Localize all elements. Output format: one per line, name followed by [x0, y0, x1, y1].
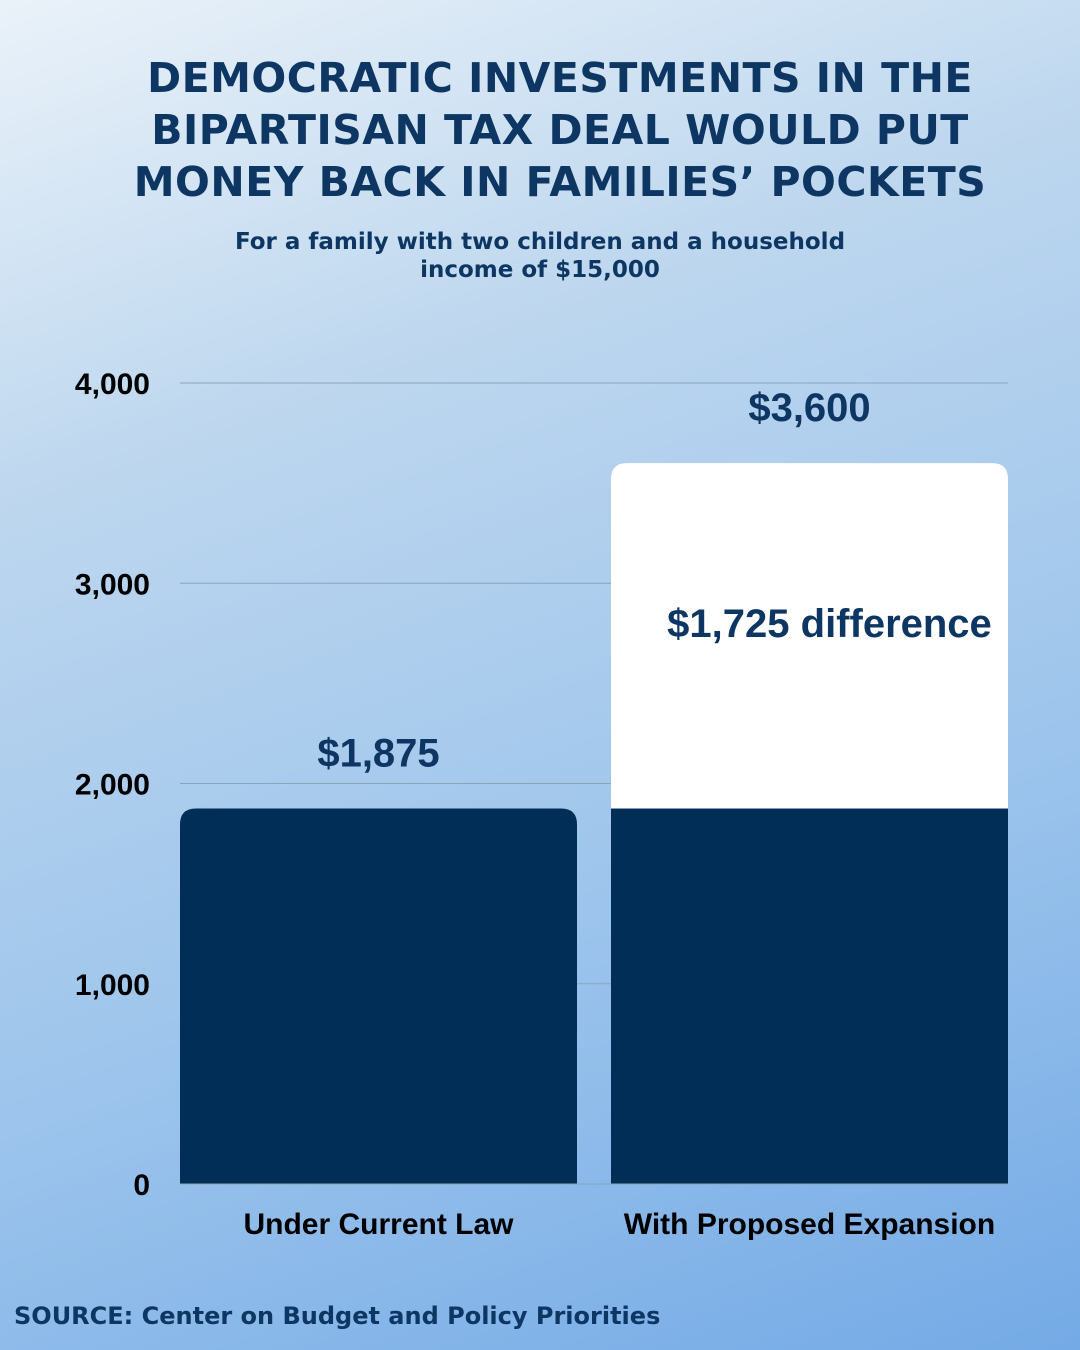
bar-1	[180, 808, 577, 1184]
y-tick-label-0: 0	[133, 1169, 150, 1202]
y-tick-label-2000: 2,000	[75, 769, 150, 802]
title-line-2: BIPARTISAN TAX DEAL WOULD PUT	[151, 106, 969, 154]
title-line-1: DEMOCRATIC INVESTMENTS IN THE	[147, 54, 973, 102]
subtitle-line-2: income of $15,000	[420, 257, 660, 283]
y-tick-label-1000: 1,000	[75, 969, 150, 1002]
data-label-2: $3,600	[748, 386, 870, 430]
chart-title: DEMOCRATIC INVESTMENTS IN THE BIPARTISAN…	[60, 52, 1060, 208]
x-tick-label-2: With Proposed Expansion	[624, 1208, 995, 1241]
chart-subtitle: For a family with two children and a hou…	[0, 228, 1080, 284]
title-line-3: MONEY BACK IN FAMILIES’ POCKETS	[133, 158, 987, 206]
data-label-1: $1,875	[317, 732, 439, 776]
y-tick-label-4000: 4,000	[75, 368, 150, 401]
source-note: SOURCE: Center on Budget and Policy Prio…	[14, 1302, 661, 1330]
y-tick-label-3000: 3,000	[75, 568, 150, 601]
difference-label: $1,725 difference	[667, 602, 992, 646]
bar-difference-segment	[611, 463, 1008, 809]
bar-base-segment	[611, 808, 1008, 1184]
subtitle-line-1: For a family with two children and a hou…	[234, 229, 846, 255]
x-tick-label-1: Under Current Law	[243, 1208, 514, 1241]
